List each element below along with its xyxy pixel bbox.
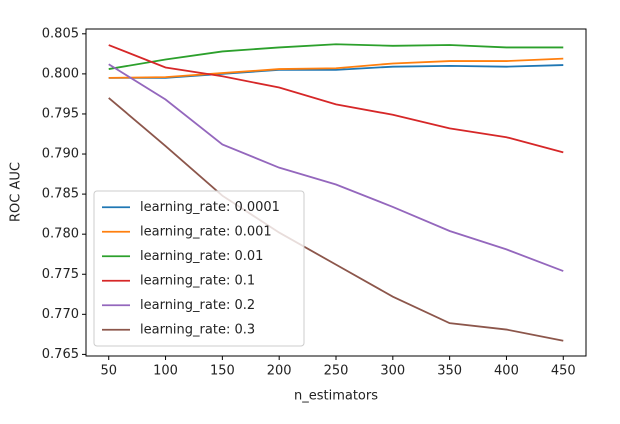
y-axis-label: ROC AUC: [9, 162, 24, 222]
y-tick-label: 0.765: [42, 347, 79, 362]
x-axis-label: n_estimators: [294, 389, 378, 404]
y-tick-label: 0.780: [42, 227, 79, 242]
series-line: [108, 44, 564, 154]
series-line: [108, 97, 564, 342]
x-tick-label: 400: [494, 364, 519, 379]
legend-label: learning_rate: 0.01: [140, 249, 263, 264]
legend-label: learning_rate: 0.0001: [140, 200, 280, 215]
legend-label: learning_rate: 0.001: [140, 224, 272, 239]
y-tick-label: 0.795: [42, 106, 79, 121]
legend-label: learning_rate: 0.1: [140, 273, 255, 288]
x-tick-label: 150: [210, 364, 235, 379]
series-line: [108, 57, 564, 79]
series-line: [108, 63, 564, 272]
x-tick-label: 300: [380, 364, 405, 379]
y-tick-label: 0.800: [42, 66, 79, 81]
y-tick-label: 0.770: [42, 307, 79, 322]
plot-frame: [85, 28, 587, 357]
x-tick-label: 50: [100, 364, 117, 379]
x-tick-label: 350: [437, 364, 462, 379]
y-tick-label: 0.775: [42, 267, 79, 282]
legend-label: learning_rate: 0.2: [140, 298, 255, 313]
x-tick-label: 100: [153, 364, 178, 379]
y-tick-label: 0.790: [42, 147, 79, 162]
series-line: [108, 43, 564, 70]
x-tick-label: 200: [267, 364, 292, 379]
legend-label: learning_rate: 0.3: [140, 322, 255, 337]
x-tick-label: 450: [551, 364, 576, 379]
legend-box: [93, 190, 305, 347]
y-tick-label: 0.785: [42, 187, 79, 202]
x-tick-label: 250: [324, 364, 349, 379]
y-tick-label: 0.805: [42, 26, 79, 41]
